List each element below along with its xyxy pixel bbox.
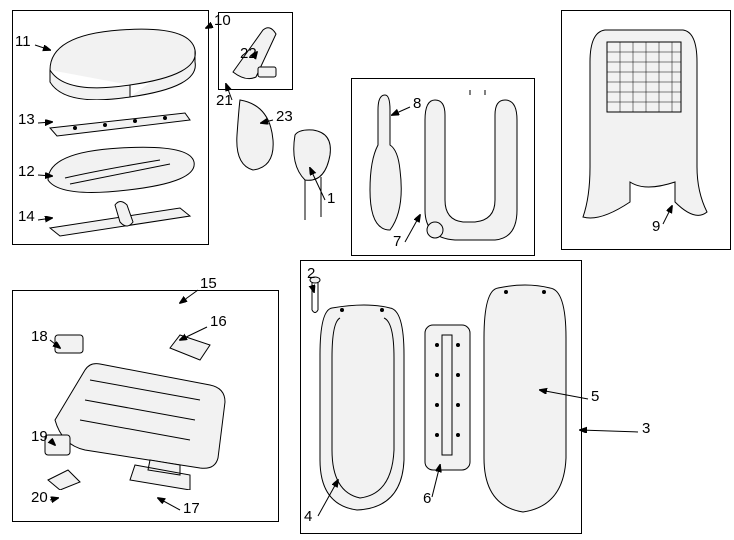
part-heater-pad xyxy=(45,108,195,138)
diagram-canvas: 1 2 3 4 5 6 7 8 9 10 11 12 13 14 15 16 1… xyxy=(0,0,734,540)
callout-22: 22 xyxy=(240,45,257,62)
callout-20: 20 xyxy=(31,489,48,506)
callout-16: 16 xyxy=(210,313,227,330)
part-back-foam xyxy=(478,278,573,518)
callout-18: 18 xyxy=(31,328,48,345)
part-back-heater xyxy=(420,320,475,475)
callout-3: 3 xyxy=(642,420,650,437)
callout-19: 19 xyxy=(31,428,48,445)
callout-14: 14 xyxy=(18,208,35,225)
part-back-cover-front xyxy=(312,300,412,515)
callout-2: 2 xyxy=(307,265,315,282)
callout-8: 8 xyxy=(413,95,421,112)
part-headrest xyxy=(285,125,340,225)
callout-5: 5 xyxy=(591,388,599,405)
callout-15: 15 xyxy=(200,275,217,292)
part-cushion-cover xyxy=(40,20,200,100)
part-recline-lever xyxy=(225,95,280,175)
callout-23: 23 xyxy=(276,108,293,125)
callout-12: 12 xyxy=(18,163,35,180)
part-seat-frame xyxy=(40,330,250,490)
callout-13: 13 xyxy=(18,111,35,128)
callout-21: 21 xyxy=(216,92,233,109)
part-cushion-foam xyxy=(40,140,200,200)
callout-10: 10 xyxy=(214,12,231,29)
callout-6: 6 xyxy=(423,490,431,507)
callout-17: 17 xyxy=(183,500,200,517)
part-back-cover xyxy=(575,22,715,237)
callout-11: 11 xyxy=(15,33,31,50)
callout-1: 1 xyxy=(327,190,335,207)
callout-4: 4 xyxy=(304,508,312,525)
part-back-frame xyxy=(415,90,525,245)
part-cushion-mat xyxy=(45,200,195,240)
callout-7: 7 xyxy=(393,233,401,250)
part-lumbar-wire xyxy=(360,90,410,240)
callout-9: 9 xyxy=(652,218,660,235)
